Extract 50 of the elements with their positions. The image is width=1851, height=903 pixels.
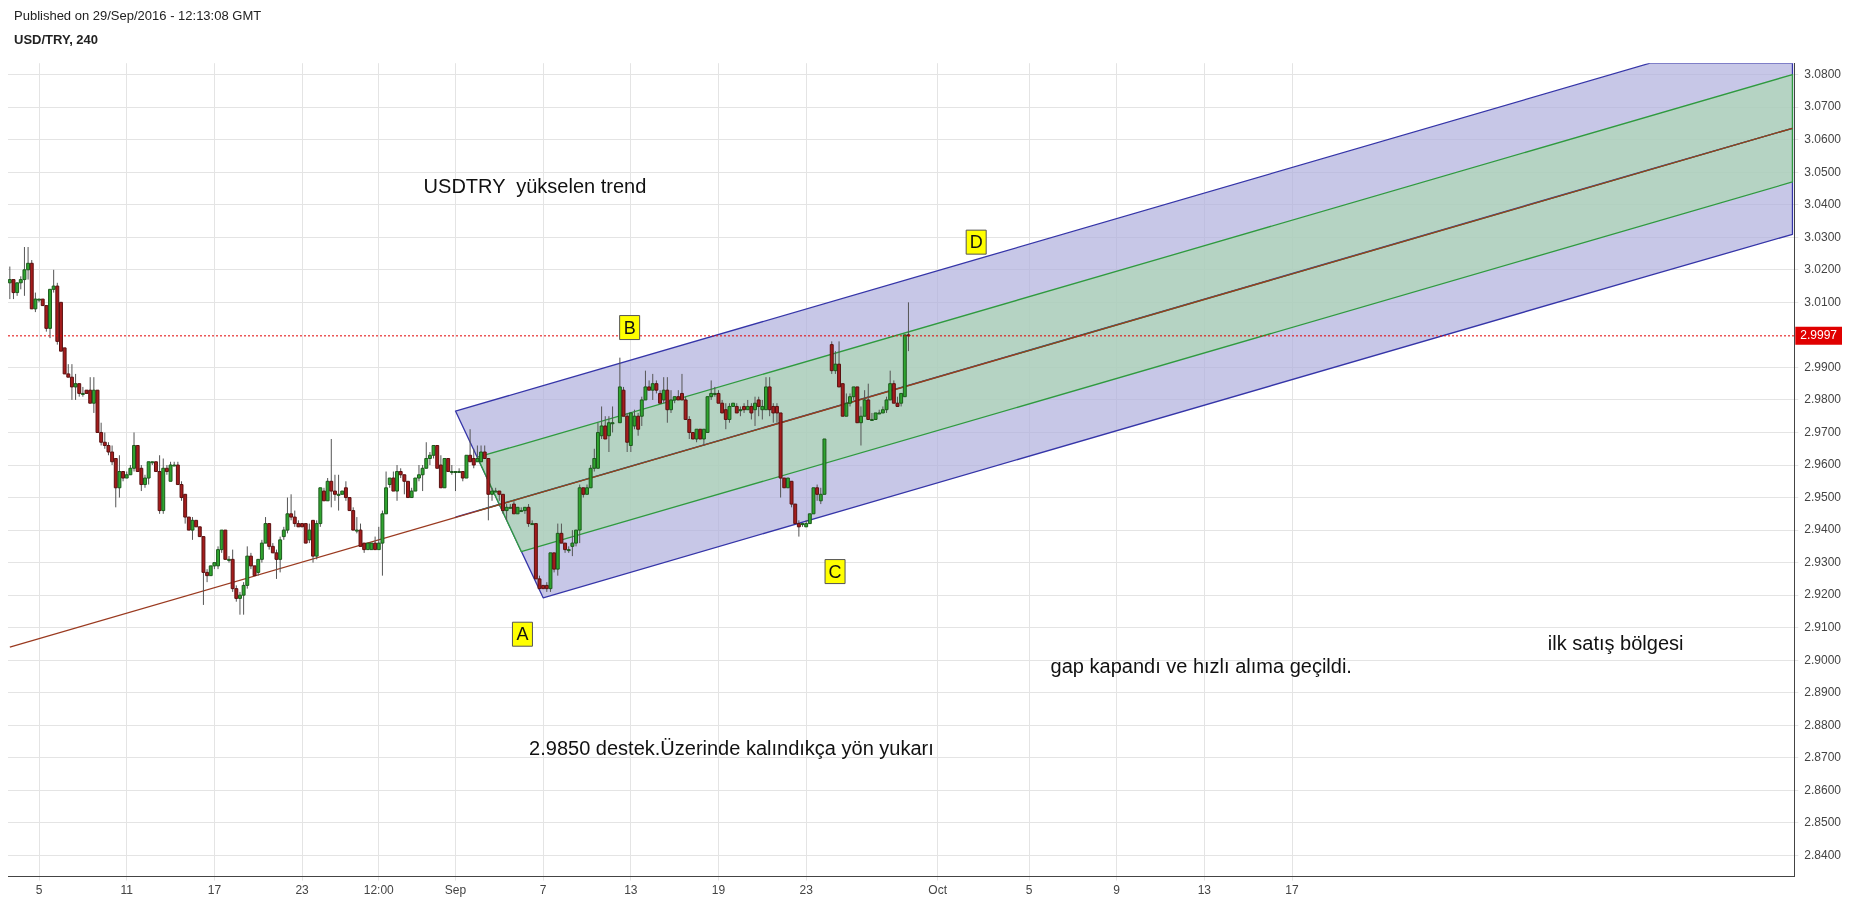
x-tick-label: 23 [799, 883, 814, 898]
annotation: D [969, 232, 983, 253]
annotation: gap kapandı ve hızlı alıma geçildi. [1050, 655, 1352, 678]
y-tick-label: 2.8500 [1804, 815, 1842, 830]
y-tick-label: 2.9300 [1804, 554, 1842, 569]
y-tick-label: 3.0500 [1804, 164, 1842, 179]
chart-subtitle: Published on 29/Sep/2016 - 12:13:08 GMT [14, 8, 262, 23]
y-tick-label: 2.8800 [1804, 717, 1842, 732]
y-tick-label: 2.8700 [1804, 750, 1842, 765]
y-tick-label: 3.0100 [1804, 294, 1842, 309]
y-tick-label: 3.0800 [1804, 66, 1842, 81]
y-tick-label: 2.8600 [1804, 782, 1842, 797]
x-tick-label: 19 [711, 883, 726, 898]
x-tick-label: 7 [539, 883, 547, 898]
x-tick-label: 17 [207, 883, 222, 898]
chart-title: USD/TRY, 240 [14, 32, 99, 47]
y-tick-label: 2.9900 [1804, 359, 1842, 374]
annotation: B [623, 317, 636, 338]
y-tick-label: 3.0400 [1804, 197, 1842, 212]
y-tick-label: 3.0200 [1804, 262, 1842, 277]
y-tick-label: 2.9800 [1804, 392, 1842, 407]
x-tick-label: 5 [35, 883, 43, 898]
annotation: USDTRY yükselen trend [423, 175, 647, 198]
x-tick-label: 13 [624, 883, 638, 898]
y-tick-label: 2.9400 [1804, 522, 1842, 537]
y-tick-label: 2.9700 [1804, 424, 1842, 439]
y-tick-label: 2.9000 [1804, 652, 1842, 667]
x-tick-label: 12:00 [363, 883, 395, 898]
y-tick-label: 2.9200 [1804, 587, 1842, 602]
x-tick-label: 9 [1113, 883, 1121, 898]
y-tick-label: 3.0700 [1804, 99, 1842, 114]
x-tick-label: 23 [295, 883, 310, 898]
x-tick-label: Oct [928, 883, 948, 898]
annotation: 2.9850 destek.Üzerinde kalındıkça yön yukarı [529, 737, 934, 760]
ref-line-label: 2.9997 [1800, 328, 1838, 343]
annotation: A [516, 624, 529, 645]
y-tick-label: 2.9600 [1804, 457, 1842, 472]
x-tick-label: 5 [1025, 883, 1033, 898]
x-tick-label: 11 [120, 883, 134, 898]
annotation: C [828, 561, 842, 582]
x-tick-label: 13 [1197, 883, 1212, 898]
y-tick-label: 2.8400 [1804, 847, 1842, 862]
y-tick-label: 3.0600 [1804, 131, 1842, 146]
x-tick-label: 17 [1285, 883, 1300, 898]
y-tick-label: 2.9500 [1804, 489, 1842, 504]
annotation: ilk satış bölgesi [1547, 632, 1684, 655]
y-tick-label: 2.9100 [1804, 620, 1842, 635]
x-tick-label: Sep [444, 883, 467, 898]
y-tick-label: 2.8900 [1804, 685, 1842, 700]
y-tick-label: 3.0300 [1804, 229, 1842, 244]
